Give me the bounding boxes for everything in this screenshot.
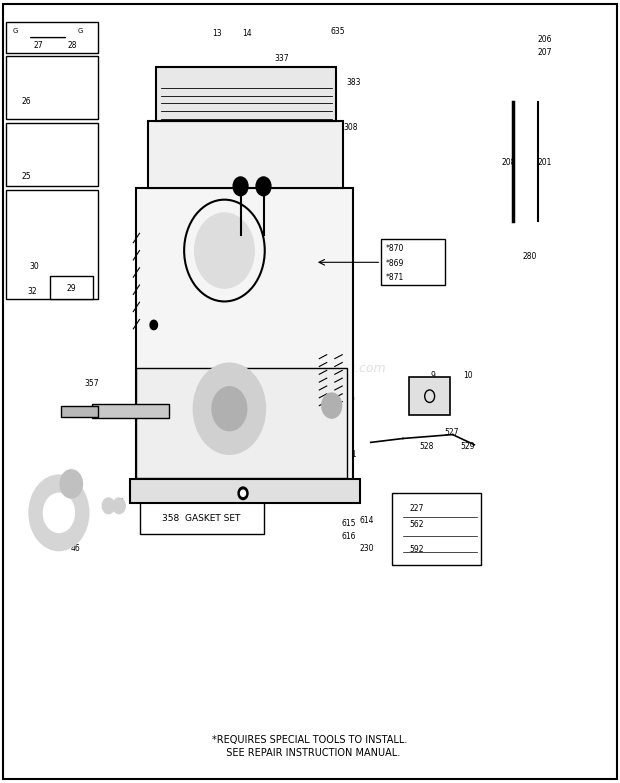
Text: 44: 44 (333, 437, 343, 446)
Bar (140, 501, 264, 534)
Circle shape (241, 490, 246, 496)
Text: 562: 562 (409, 520, 424, 529)
Text: eReplacementParts.com: eReplacementParts.com (234, 362, 386, 374)
Text: 16: 16 (99, 409, 109, 418)
Bar (156, 67, 336, 121)
Bar (92, 404, 169, 418)
Text: 219: 219 (60, 479, 74, 489)
Bar (6, 56, 98, 119)
Text: 741: 741 (149, 418, 164, 428)
Text: 307: 307 (134, 318, 149, 327)
Circle shape (29, 475, 89, 550)
Bar (6, 22, 98, 53)
Text: 615: 615 (341, 518, 356, 528)
Bar (136, 188, 353, 485)
Circle shape (322, 393, 342, 418)
Text: SEE REPAIR INSTRUCTION MANUAL.: SEE REPAIR INSTRUCTION MANUAL. (220, 749, 400, 758)
Text: 28: 28 (68, 41, 78, 50)
Bar (280, 421, 330, 470)
Text: 10: 10 (463, 371, 473, 381)
Bar (61, 406, 98, 417)
Text: 208: 208 (501, 158, 516, 168)
Text: 30: 30 (29, 262, 39, 271)
Text: 227: 227 (409, 504, 424, 514)
Text: 17: 17 (136, 382, 146, 392)
Text: 207: 207 (537, 48, 552, 57)
Text: *870: *870 (386, 244, 404, 254)
Text: 29: 29 (66, 283, 76, 293)
Text: 347: 347 (273, 75, 288, 85)
Text: 528: 528 (419, 442, 434, 451)
Text: 15: 15 (238, 496, 248, 506)
Bar (409, 377, 450, 415)
Text: 383: 383 (346, 78, 361, 87)
Text: 9: 9 (430, 371, 435, 381)
Text: 8: 8 (439, 388, 444, 398)
Text: 27: 27 (33, 41, 43, 50)
Text: 32: 32 (27, 287, 37, 296)
Text: 34: 34 (273, 205, 283, 215)
Text: 5: 5 (185, 121, 190, 130)
Text: 26: 26 (21, 97, 31, 106)
Text: 40: 40 (345, 395, 355, 404)
Bar (392, 493, 481, 565)
Text: 527: 527 (444, 428, 459, 437)
Circle shape (102, 498, 115, 514)
Circle shape (212, 387, 247, 431)
Text: *869: *869 (386, 258, 404, 268)
Bar (6, 123, 98, 186)
Text: 357: 357 (84, 379, 99, 388)
Text: *871: *871 (386, 272, 404, 282)
Circle shape (195, 213, 254, 288)
Text: 36: 36 (322, 352, 332, 361)
Bar (381, 239, 445, 285)
Bar (136, 368, 347, 478)
Text: G: G (78, 27, 83, 34)
Bar (6, 190, 98, 299)
Text: 337: 337 (275, 54, 290, 63)
Text: 7: 7 (197, 166, 202, 175)
Circle shape (60, 470, 82, 498)
Text: 614: 614 (360, 516, 374, 525)
Text: 25: 25 (21, 171, 31, 181)
Text: 280: 280 (523, 252, 538, 262)
Circle shape (256, 177, 271, 196)
Text: G: G (13, 27, 18, 34)
Text: 206: 206 (537, 34, 552, 44)
Text: 11: 11 (347, 449, 357, 459)
Text: 230: 230 (360, 543, 374, 553)
Text: 14: 14 (242, 29, 252, 38)
Text: 13: 13 (212, 29, 222, 38)
Text: 592: 592 (409, 545, 424, 554)
Text: 46: 46 (71, 543, 81, 553)
Circle shape (238, 487, 248, 500)
Text: 529: 529 (461, 442, 476, 451)
Text: 220: 220 (37, 503, 52, 512)
Text: *REQUIRES SPECIAL TOOLS TO INSTALL.: *REQUIRES SPECIAL TOOLS TO INSTALL. (212, 735, 408, 745)
Text: 358  GASKET SET: 358 GASKET SET (162, 514, 241, 523)
Text: 1: 1 (303, 453, 308, 463)
Text: 616: 616 (341, 532, 356, 541)
Text: 41: 41 (339, 410, 349, 420)
Text: 308: 308 (343, 123, 358, 132)
Text: 42: 42 (333, 424, 343, 433)
Text: 33: 33 (229, 205, 239, 215)
Circle shape (233, 177, 248, 196)
Bar (148, 121, 343, 188)
Text: 306: 306 (151, 338, 166, 348)
Text: 635: 635 (330, 27, 345, 36)
Circle shape (43, 493, 74, 532)
Bar (50, 276, 93, 299)
Text: 201: 201 (537, 158, 552, 168)
Circle shape (193, 363, 265, 454)
Bar (130, 479, 360, 503)
Text: 35: 35 (341, 352, 351, 361)
Circle shape (150, 320, 157, 330)
Text: 45: 45 (114, 498, 124, 507)
Text: 552: 552 (298, 434, 312, 443)
Text: 17A: 17A (192, 381, 207, 390)
Circle shape (113, 498, 125, 514)
